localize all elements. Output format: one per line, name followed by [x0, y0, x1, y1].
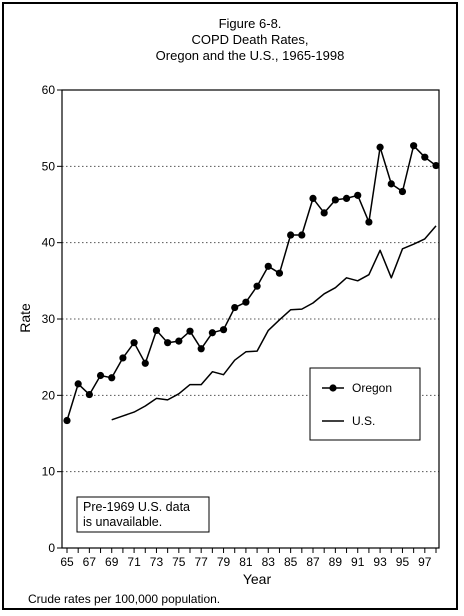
point-oregon-1971: [130, 339, 138, 347]
x-tick-label-91: 91: [351, 555, 365, 569]
point-oregon-1965: [63, 416, 71, 425]
point-oregon-1987: [309, 194, 317, 202]
point-oregon-1996: [410, 142, 418, 150]
x-tick-label-97: 97: [418, 555, 432, 569]
annotation-box: [76, 496, 210, 533]
y-tick-label-40: 40: [42, 236, 56, 250]
y-tick-label-0: 0: [48, 541, 55, 555]
x-tick-label-93: 93: [373, 555, 387, 569]
y-tick-label-20: 20: [42, 388, 56, 402]
point-oregon-1967: [85, 390, 93, 399]
legend-oregon-label: Oregon: [352, 381, 392, 395]
point-oregon-1980: [231, 303, 239, 312]
point-oregon-1982: [253, 282, 261, 290]
annotation-line-1: Pre-1969 U.S. data: [83, 500, 190, 514]
x-tick-label-85: 85: [284, 555, 298, 569]
x-tick-label-83: 83: [262, 555, 276, 569]
point-oregon-1977: [197, 345, 205, 353]
y-tick-label-50: 50: [42, 159, 56, 173]
legend: Oregon U.S.: [309, 367, 421, 441]
y-tick-label-30: 30: [42, 312, 56, 326]
point-oregon-1975: [175, 337, 183, 345]
x-axis-title: Year: [243, 571, 272, 587]
series-line-us: [111, 225, 437, 421]
annotation-line-2: is unavailable.: [83, 515, 162, 529]
annotation-note: Pre-1969 U.S. data is unavailable.: [76, 496, 210, 533]
x-tick-label-75: 75: [172, 555, 186, 569]
point-oregon-1994: [387, 180, 395, 188]
x-tick-label-65: 65: [60, 555, 74, 569]
point-oregon-1966: [74, 380, 82, 388]
point-oregon-1997: [421, 153, 429, 161]
y-ticks: 0 10 20 30 40 50 60: [42, 83, 62, 555]
point-oregon-1989: [331, 196, 339, 204]
y-tick-label-60: 60: [42, 83, 56, 97]
point-oregon-1983: [264, 262, 272, 270]
gridlines: [62, 165, 439, 473]
point-oregon-1993: [376, 143, 384, 151]
point-oregon-1968: [96, 371, 105, 380]
point-oregon-1990: [342, 194, 351, 202]
point-oregon-1973: [152, 326, 161, 335]
point-oregon-1985: [287, 231, 295, 239]
point-oregon-1976: [186, 327, 194, 335]
y-tick-label-10: 10: [42, 465, 56, 479]
x-tick-label-81: 81: [239, 555, 253, 569]
legend-oregon-marker: [329, 384, 337, 392]
point-oregon-1986: [298, 231, 306, 239]
x-tick-label-95: 95: [396, 555, 410, 569]
point-oregon-1995: [398, 187, 407, 196]
title-line-2: COPD Death Rates,: [191, 32, 308, 47]
x-tick-label-79: 79: [217, 555, 231, 569]
point-oregon-1981: [242, 298, 250, 306]
series: [63, 142, 440, 425]
point-oregon-1991: [354, 191, 362, 199]
title-line-1: Figure 6-8.: [219, 16, 282, 31]
x-tick-label-67: 67: [83, 555, 97, 569]
footnote: Crude rates per 100,000 population.: [28, 592, 221, 606]
point-oregon-1972: [141, 359, 149, 367]
point-oregon-1992: [365, 218, 373, 226]
x-tick-label-77: 77: [195, 555, 209, 569]
x-tick-label-89: 89: [329, 555, 343, 569]
point-oregon-1969: [108, 374, 116, 382]
x-tick-label-87: 87: [306, 555, 320, 569]
point-oregon-1970: [119, 354, 127, 362]
point-oregon-1974: [164, 339, 172, 347]
point-oregon-1998: [432, 161, 440, 170]
y-axis-title: Rate: [17, 303, 33, 333]
point-oregon-1988: [320, 209, 328, 217]
legend-box: [309, 367, 421, 441]
x-tick-label-69: 69: [105, 555, 119, 569]
point-oregon-1979: [219, 326, 228, 334]
series-line-oregon: [66, 144, 437, 421]
x-tick-label-71: 71: [127, 555, 141, 569]
title-line-3: Oregon and the U.S., 1965-1998: [156, 48, 345, 63]
point-oregon-1978: [208, 329, 216, 337]
x-tick-label-73: 73: [150, 555, 164, 569]
legend-us-label: U.S.: [352, 414, 375, 428]
point-oregon-1984: [275, 269, 284, 277]
x-ticks: 65 67 69 71 73 75 77 79 81 83 85 87 89 91 93 95 97: [60, 548, 437, 569]
